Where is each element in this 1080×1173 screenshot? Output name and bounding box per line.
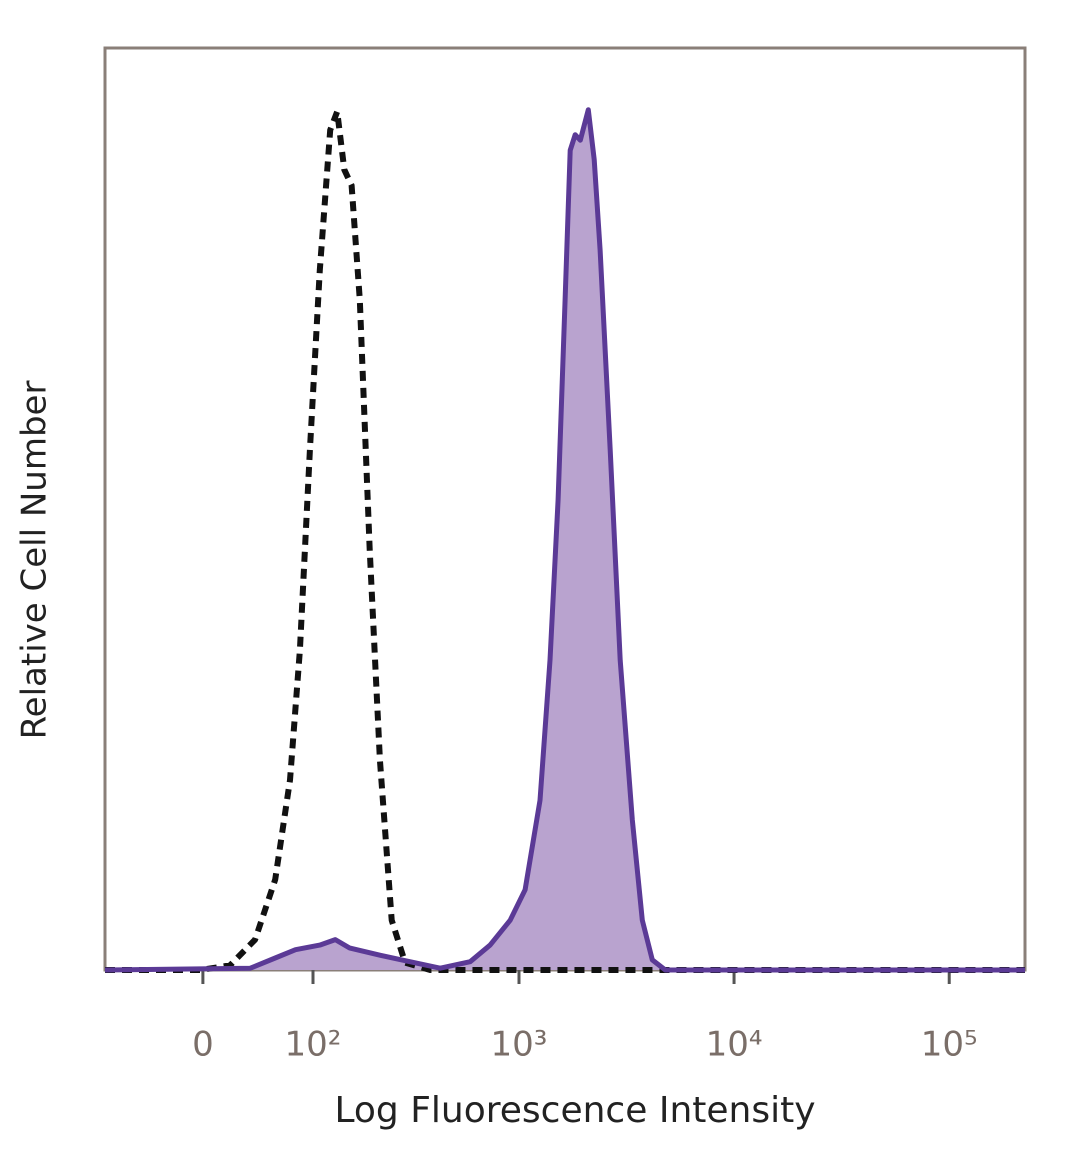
x-tick-label: 10⁴ [706, 1025, 763, 1065]
histogram-area [105, 109, 1025, 971]
x-tick-label: 10⁵ [921, 1025, 978, 1065]
histogram-line [105, 108, 1025, 973]
x-tick-label: 10³ [491, 1025, 548, 1065]
histogram-line [104, 107, 1025, 973]
y-axis-label: Relative Cell Number [15, 381, 55, 740]
x-tick-label: 0 [192, 1025, 214, 1065]
x-tick-label: 10² [285, 1025, 342, 1065]
x-axis-label: Log Fluorescence Intensity [334, 1090, 815, 1131]
